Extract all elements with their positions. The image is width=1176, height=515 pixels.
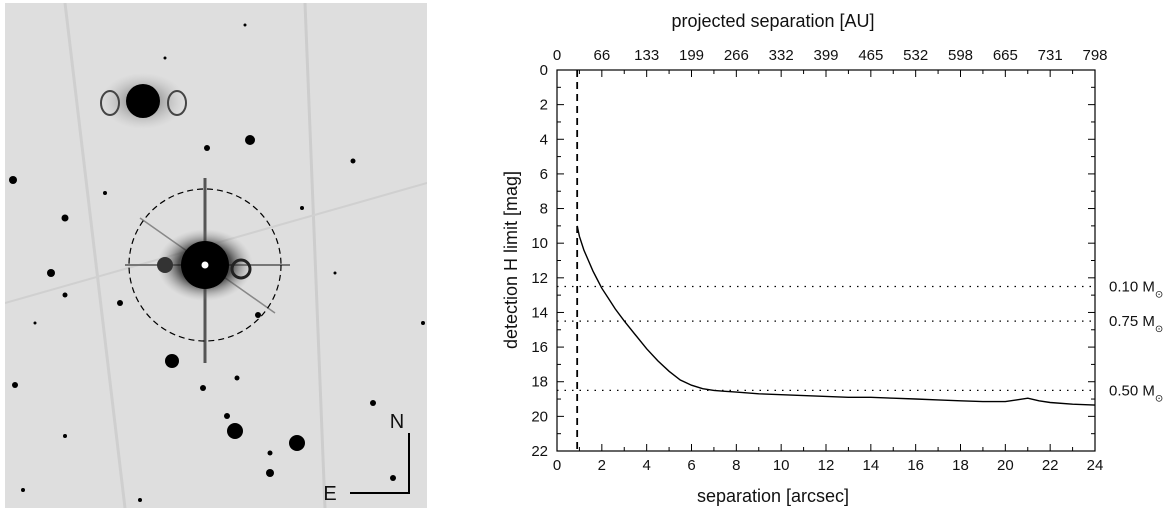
- x-tick-label: 18: [952, 457, 969, 474]
- field-stars: [9, 23, 425, 502]
- top-tick-label: 266: [724, 47, 749, 64]
- compass-north-label: N: [390, 411, 404, 433]
- y-tick-label: 20: [531, 408, 548, 425]
- x-tick-label: 22: [1042, 457, 1059, 474]
- mass-reference-label: 0.50 M⊙: [1109, 382, 1163, 404]
- top-tick-label: 66: [593, 47, 610, 64]
- detection-limit-chart: projected separation [AU] separation [ar…: [440, 0, 1176, 510]
- y-tick-label: 2: [540, 97, 548, 114]
- y-tick-label: 4: [540, 131, 548, 148]
- y-axis-title: detection H limit [mag]: [501, 171, 521, 349]
- x-tick-label: 12: [818, 457, 835, 474]
- top-tick-label: 199: [679, 47, 704, 64]
- top-tick-label: 133: [634, 47, 659, 64]
- top-tick-label: 598: [948, 47, 973, 64]
- top-tick-label: 798: [1082, 47, 1107, 64]
- y-tick-label: 16: [531, 339, 548, 356]
- x-tick-label: 0: [553, 457, 561, 474]
- mass-reference-label: 0.10 M⊙: [1109, 278, 1163, 300]
- x-tick-label: 8: [732, 457, 740, 474]
- top-tick-label: 465: [858, 47, 883, 64]
- top-tick-label: 665: [993, 47, 1018, 64]
- top-tick-label: 332: [769, 47, 794, 64]
- x-tick-label: 16: [907, 457, 924, 474]
- y-tick-label: 8: [540, 201, 548, 218]
- plot-frame: [556, 69, 1096, 452]
- top-axis-title: projected separation [AU]: [671, 11, 874, 31]
- x-tick-label: 4: [642, 457, 650, 474]
- sky-image: N E: [4, 2, 428, 509]
- y-tick-label: 22: [531, 443, 548, 460]
- y-tick-label: 14: [531, 304, 548, 321]
- upper-bright-star: [100, 73, 187, 129]
- detection-limit-curve: [576, 225, 1096, 406]
- y-tick-label: 18: [531, 374, 548, 391]
- top-tick-label: 399: [813, 47, 838, 64]
- x-tick-label: 10: [773, 457, 790, 474]
- x-tick-label: 6: [687, 457, 695, 474]
- target-star: [125, 178, 290, 363]
- compass: N E: [323, 411, 410, 505]
- top-tick-label: 731: [1038, 47, 1063, 64]
- y-tick-label: 12: [531, 270, 548, 287]
- x-axis-title: separation [arcsec]: [697, 486, 849, 506]
- search-radius-circle: [128, 188, 282, 342]
- x-tick-label: 2: [598, 457, 606, 474]
- x-tick-label: 20: [997, 457, 1014, 474]
- compass-east-label: E: [323, 483, 336, 505]
- top-tick-label: 0: [553, 47, 561, 64]
- chart-svg: projected separation [AU] separation [ar…: [501, 11, 1163, 506]
- x-tick-label: 14: [862, 457, 879, 474]
- y-tick-label: 10: [531, 235, 548, 252]
- sky-image-panel: N E: [4, 2, 428, 509]
- x-tick-label: 24: [1087, 457, 1104, 474]
- y-tick-label: 6: [540, 166, 548, 183]
- y-tick-label: 0: [540, 62, 548, 79]
- top-tick-label: 532: [903, 47, 928, 64]
- mass-reference-label: 0.75 M⊙: [1109, 313, 1163, 335]
